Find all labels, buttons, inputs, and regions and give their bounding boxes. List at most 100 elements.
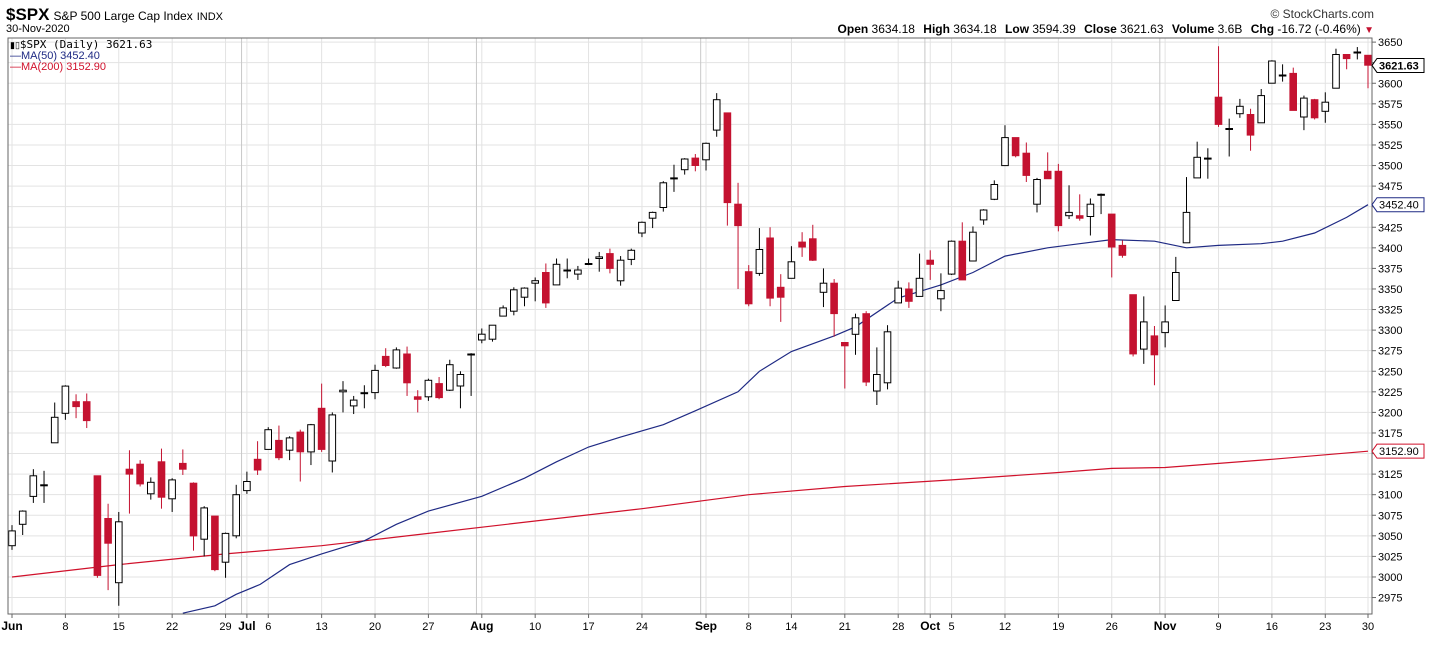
candle-body: [595, 256, 604, 259]
candle-body: [830, 282, 838, 315]
close-label: Close: [1084, 22, 1117, 36]
candle-body: [894, 287, 903, 304]
y-tick-label: 3125: [1378, 469, 1402, 481]
candle-2020-10-29: [1140, 296, 1148, 364]
candle-body: [1107, 213, 1116, 248]
candle-2020-07-27: [424, 378, 433, 401]
grid: [8, 38, 1372, 614]
y-tick-label: 3000: [1378, 572, 1402, 584]
candle-body: [339, 389, 347, 393]
candle-2020-09-17: [819, 268, 828, 308]
candle-body: [574, 269, 582, 275]
x-tick-label: 13: [316, 621, 328, 633]
candle-2020-11-20: [1310, 98, 1319, 120]
y-tick-label: 3350: [1378, 284, 1402, 296]
candle-body: [926, 259, 935, 265]
candle-body: [691, 157, 700, 167]
x-tick-label: Nov: [1154, 619, 1177, 633]
candle-2020-08-26: [659, 181, 668, 212]
volume-label: Volume: [1171, 22, 1215, 36]
candle-2020-10-22: [1086, 198, 1095, 236]
candle-body: [371, 369, 379, 394]
x-tick-label: 21: [839, 621, 851, 633]
y-tick-label: 3500: [1378, 161, 1402, 173]
candle-body: [435, 383, 443, 399]
candle-2020-08-14: [574, 265, 582, 280]
candle-body: [531, 280, 540, 284]
x-axis: Jun 8 15 22 29 Jul 6 13 20 27 Aug 10 17 24 Sep 8 14 21 28 O…: [1, 614, 1374, 633]
candle-2020-08-10: [531, 277, 540, 302]
candle-body: [915, 277, 924, 297]
exchange-label: INDX: [196, 11, 223, 23]
candle-2020-08-21: [627, 248, 636, 266]
candle-2020-06-17: [136, 460, 144, 487]
y-tick-label: 2975: [1378, 593, 1402, 605]
candle-2020-09-02: [712, 93, 721, 137]
y-tick-label: 3475: [1378, 181, 1402, 193]
candle-body: [1236, 105, 1244, 115]
candle-2020-08-07: [520, 287, 529, 307]
candle-2020-07-15: [339, 381, 347, 413]
candle-body: [104, 518, 112, 544]
candle-2020-07-17: [360, 385, 369, 409]
high-value: 3634.18: [953, 22, 997, 36]
candle-body: [819, 282, 828, 293]
candle-body: [1011, 137, 1020, 157]
candle-2020-06-25: [200, 506, 208, 557]
candle-2020-10-16: [1043, 152, 1052, 180]
candle-icon: ▮▯: [10, 40, 20, 50]
y-tick-label: 3025: [1378, 551, 1402, 563]
close-value: 3621.63: [1120, 22, 1164, 36]
candle-2020-11-18: [1289, 67, 1298, 111]
candle-body: [1182, 211, 1191, 244]
candle-body: [744, 271, 753, 305]
candle-body: [232, 494, 240, 537]
candle-2020-09-24: [873, 347, 881, 405]
x-tick-label: 29: [219, 621, 231, 633]
candle-body: [18, 510, 27, 525]
brand-logo[interactable]: © StockCharts.com: [1270, 7, 1374, 21]
candle-body: [1043, 170, 1052, 180]
open-label: Open: [837, 22, 869, 36]
candle-2020-10-12: [1001, 125, 1009, 167]
ma200-tag-box: [1371, 443, 1425, 459]
candle-body: [990, 184, 999, 200]
candle-2020-06-11: [93, 475, 102, 578]
ma200-tag-text: 3152.90: [1379, 446, 1419, 458]
candle-body: [125, 468, 134, 475]
candle-2020-09-22: [851, 313, 860, 355]
candle-body: [307, 424, 315, 453]
x-tick-label: 20: [369, 621, 381, 633]
candle-body: [72, 401, 80, 408]
candle-2020-10-14: [1022, 142, 1031, 182]
candle-2020-11-10: [1225, 118, 1234, 157]
y-tick-label: 3225: [1378, 387, 1402, 399]
candle-body: [8, 530, 16, 547]
ma50-tag: 3452.40: [1371, 197, 1425, 213]
y-tick-label: 3100: [1378, 490, 1402, 502]
candle-body: [542, 272, 550, 304]
candle-body: [712, 99, 721, 131]
y-axis: 2975300030253050307531003125315031753200…: [1372, 37, 1402, 605]
candle-body: [328, 414, 337, 462]
candle-2020-10-15: [1033, 177, 1041, 213]
legend-ma50: —MA(50) 3452.40: [10, 51, 152, 62]
candle-body: [157, 461, 166, 498]
x-tick-label: 24: [636, 621, 648, 633]
candle-body: [734, 203, 742, 227]
candle-2020-06-12: [104, 503, 112, 591]
candle-body: [1257, 95, 1266, 124]
candle-body: [648, 211, 657, 219]
candle-body: [958, 240, 967, 281]
candle-2020-10-19: [1054, 163, 1063, 232]
candle-body: [1214, 96, 1223, 125]
candle-body: [1193, 156, 1202, 179]
candle-body: [862, 313, 871, 383]
candle-2020-07-30: [456, 371, 465, 409]
candle-2020-11-16: [1268, 60, 1276, 84]
candle-body: [253, 458, 262, 471]
y-tick-label: 3325: [1378, 305, 1402, 317]
candles: [8, 46, 1372, 606]
y-tick-label: 3375: [1378, 263, 1402, 275]
